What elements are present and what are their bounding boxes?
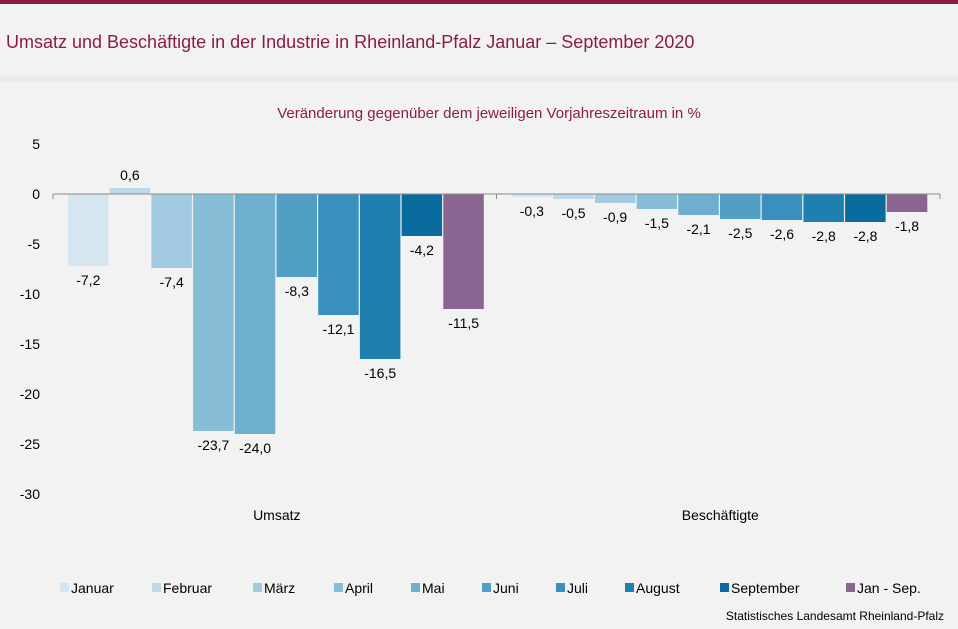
legend-label: Februar bbox=[163, 580, 212, 596]
data-label: -7,4 bbox=[160, 274, 184, 290]
bar-beschäftigte-1 bbox=[553, 194, 594, 199]
legend-swatch bbox=[253, 583, 262, 592]
legend-label: Jan - Sep. bbox=[857, 580, 921, 596]
bar-umsatz-8 bbox=[401, 194, 443, 236]
y-tick-label: 0 bbox=[32, 186, 40, 202]
bar-umsatz-2 bbox=[151, 194, 192, 268]
header-bar: Umsatz und Beschäftigte in der Industrie… bbox=[0, 4, 958, 76]
chart-panel: Veränderung gegenüber dem jeweiligen Vor… bbox=[0, 82, 958, 629]
legend-label: August bbox=[636, 580, 680, 596]
y-tick-label: 5 bbox=[32, 136, 40, 152]
bar-umsatz-6 bbox=[318, 194, 359, 315]
y-tick-label: -20 bbox=[20, 386, 40, 402]
legend-label: Mai bbox=[422, 580, 445, 596]
page-title: Umsatz und Beschäftigte in der Industrie… bbox=[6, 32, 695, 52]
bar-chart: Veränderung gegenüber dem jeweiligen Vor… bbox=[20, 105, 941, 596]
bar-umsatz-4 bbox=[234, 194, 276, 434]
bar-umsatz-1 bbox=[109, 188, 151, 194]
bar-umsatz-5 bbox=[276, 194, 317, 277]
legend-swatch bbox=[60, 583, 69, 592]
data-label: -2,5 bbox=[728, 225, 752, 241]
data-label: -0,9 bbox=[603, 209, 627, 225]
bar-umsatz-0 bbox=[68, 194, 109, 266]
bar-beschäftigte-4 bbox=[678, 194, 719, 215]
y-tick-label: -10 bbox=[20, 286, 40, 302]
data-label: -2,8 bbox=[853, 228, 877, 244]
legend-label: Juni bbox=[493, 580, 519, 596]
y-tick-label: -5 bbox=[28, 236, 41, 252]
legend-swatch bbox=[846, 583, 855, 592]
data-label: -4,2 bbox=[410, 242, 434, 258]
legend-swatch bbox=[482, 583, 491, 592]
bar-beschäftigte-5 bbox=[720, 194, 761, 219]
legend-label: März bbox=[264, 580, 295, 596]
top-accent-rule bbox=[0, 0, 958, 4]
data-label: -23,7 bbox=[197, 437, 229, 453]
bar-beschäftigte-0 bbox=[511, 194, 552, 197]
legend-label: Januar bbox=[71, 580, 114, 596]
bar-umsatz-7 bbox=[359, 194, 401, 359]
legend-swatch bbox=[334, 583, 343, 592]
legend-swatch bbox=[411, 583, 420, 592]
bar-beschäftigte-8 bbox=[845, 194, 886, 222]
bar-beschäftigte-7 bbox=[803, 194, 844, 222]
y-tick-label: -15 bbox=[20, 336, 40, 352]
data-label: -1,5 bbox=[645, 215, 669, 231]
data-label: -1,8 bbox=[895, 218, 919, 234]
bar-beschäftigte-3 bbox=[636, 194, 678, 209]
data-label: -11,5 bbox=[448, 315, 479, 331]
bar-beschäftigte-2 bbox=[594, 194, 636, 203]
data-label: -0,3 bbox=[520, 203, 544, 219]
data-label: -24,0 bbox=[239, 440, 271, 456]
bar-beschäftigte-6 bbox=[761, 194, 803, 220]
data-label: -2,6 bbox=[770, 226, 794, 242]
bar-umsatz-3 bbox=[193, 194, 234, 431]
legend-swatch bbox=[720, 583, 729, 592]
legend-swatch bbox=[152, 583, 161, 592]
source-credit: Statistisches Landesamt Rheinland-Pfalz bbox=[725, 609, 944, 623]
category-label: Umsatz bbox=[253, 507, 300, 523]
bar-beschäftigte-9 bbox=[886, 194, 928, 212]
y-tick-label: -30 bbox=[20, 486, 40, 502]
data-label: -2,8 bbox=[812, 228, 836, 244]
legend-label: Juli bbox=[567, 580, 588, 596]
legend-swatch bbox=[625, 583, 634, 592]
data-label: -2,1 bbox=[686, 221, 710, 237]
data-label: -8,3 bbox=[285, 283, 309, 299]
bar-umsatz-9 bbox=[443, 194, 484, 309]
legend-swatch bbox=[556, 583, 565, 592]
data-label: -16,5 bbox=[364, 365, 396, 381]
legend-label: April bbox=[345, 580, 373, 596]
legend-label: September bbox=[731, 580, 800, 596]
category-label: Beschäftigte bbox=[682, 507, 759, 523]
data-label: 0,6 bbox=[120, 167, 140, 183]
y-tick-label: -25 bbox=[20, 436, 40, 452]
data-label: -0,5 bbox=[561, 205, 585, 221]
chart-subtitle: Veränderung gegenüber dem jeweiligen Vor… bbox=[277, 105, 701, 122]
data-label: -12,1 bbox=[323, 321, 355, 337]
data-label: -7,2 bbox=[76, 272, 100, 288]
